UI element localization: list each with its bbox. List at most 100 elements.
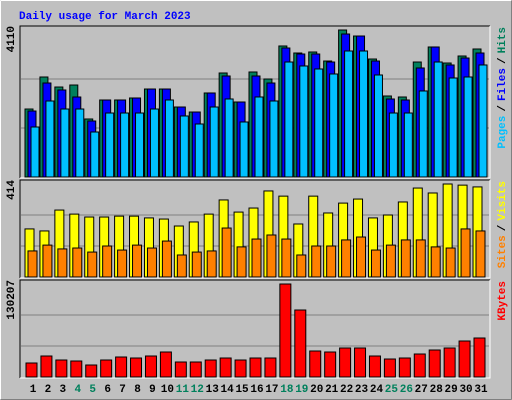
panel-border <box>20 180 491 279</box>
bar <box>373 74 383 178</box>
bar <box>326 245 337 278</box>
bar <box>239 121 249 178</box>
x-tick-label: 22 <box>340 384 353 396</box>
bar <box>60 108 70 178</box>
bar <box>27 250 38 278</box>
x-tick-label: 10 <box>161 384 174 396</box>
bar <box>354 347 367 378</box>
legend: Pages / Files / Hits <box>497 27 509 149</box>
x-tick-label: 6 <box>104 384 111 396</box>
bar <box>189 361 202 378</box>
bar <box>149 108 159 178</box>
bar <box>57 248 68 278</box>
bar <box>176 254 187 278</box>
bar <box>130 357 143 378</box>
panel-border <box>19 25 490 178</box>
bar <box>418 90 428 178</box>
bar <box>42 244 53 278</box>
bar <box>324 351 337 378</box>
x-tick-label: 30 <box>459 384 472 396</box>
chart-title: Daily usage for March 2023 <box>19 11 191 23</box>
bar <box>194 123 204 178</box>
bar <box>234 359 247 378</box>
x-tick-label: 12 <box>191 384 204 396</box>
bar <box>473 337 486 378</box>
bar <box>279 283 292 378</box>
x-tick-label: 26 <box>400 384 413 396</box>
panel-border <box>20 26 491 179</box>
bar <box>299 65 309 178</box>
bar <box>383 358 396 378</box>
legend-entry: Hits <box>497 27 509 53</box>
bar <box>296 254 307 278</box>
x-tick-label: 15 <box>235 384 249 396</box>
bar <box>105 112 115 178</box>
bar <box>174 361 187 378</box>
x-tick-label: 27 <box>415 384 428 396</box>
bar <box>284 61 294 178</box>
bar <box>400 239 411 278</box>
bar <box>30 126 40 178</box>
legend: KBytes <box>497 281 509 321</box>
bar <box>236 246 247 278</box>
x-tick-label: 19 <box>295 384 308 396</box>
legend-entry: Pages <box>497 116 509 149</box>
bar <box>254 96 264 178</box>
x-tick-label: 16 <box>250 384 263 396</box>
legend-entry: Sites <box>497 235 509 268</box>
bar <box>430 246 441 278</box>
x-tick-label: 9 <box>149 384 156 396</box>
bar <box>120 112 130 178</box>
bar <box>55 359 68 378</box>
x-tick-label: 25 <box>385 384 399 396</box>
legend-entry: Visits <box>497 181 509 221</box>
x-tick-label: 3 <box>60 384 67 396</box>
bar <box>117 249 128 278</box>
y-tick-label: 130207 <box>6 280 18 320</box>
bar <box>204 359 217 378</box>
bar <box>443 347 456 378</box>
bar <box>146 247 157 278</box>
x-tick-label: 23 <box>355 384 369 396</box>
bar <box>179 115 189 178</box>
bar <box>115 356 128 378</box>
bar <box>341 239 352 278</box>
x-tick-label: 20 <box>310 384 323 396</box>
bar <box>144 355 157 378</box>
x-tick-label: 7 <box>119 384 126 396</box>
legend-separator: / <box>497 57 509 64</box>
bar <box>75 108 85 178</box>
bar <box>219 357 232 378</box>
bar <box>403 112 413 178</box>
bar <box>478 64 488 178</box>
bar <box>309 350 322 378</box>
bar <box>370 249 381 278</box>
bar <box>359 50 369 178</box>
x-tick-label: 21 <box>325 384 339 396</box>
bar <box>102 245 113 278</box>
bar <box>458 340 471 378</box>
bar <box>72 247 83 278</box>
legend-separator: / <box>497 224 509 231</box>
x-tick-label: 2 <box>45 384 52 396</box>
bar <box>40 355 53 378</box>
bar <box>70 360 83 378</box>
x-tick-label: 1 <box>30 384 37 396</box>
bar <box>224 98 234 178</box>
bar <box>344 50 354 178</box>
bar <box>281 238 292 278</box>
x-tick-label: 4 <box>74 384 81 396</box>
bar <box>385 244 396 278</box>
bar <box>460 228 471 278</box>
bar <box>311 245 322 278</box>
bar <box>164 99 174 178</box>
x-tick-label: 24 <box>370 384 384 396</box>
panel-border <box>20 280 491 379</box>
x-tick-label: 18 <box>280 384 294 396</box>
bar <box>356 236 367 278</box>
bar <box>264 357 277 378</box>
bar <box>221 227 232 278</box>
bar <box>445 247 456 278</box>
bar <box>87 251 98 278</box>
